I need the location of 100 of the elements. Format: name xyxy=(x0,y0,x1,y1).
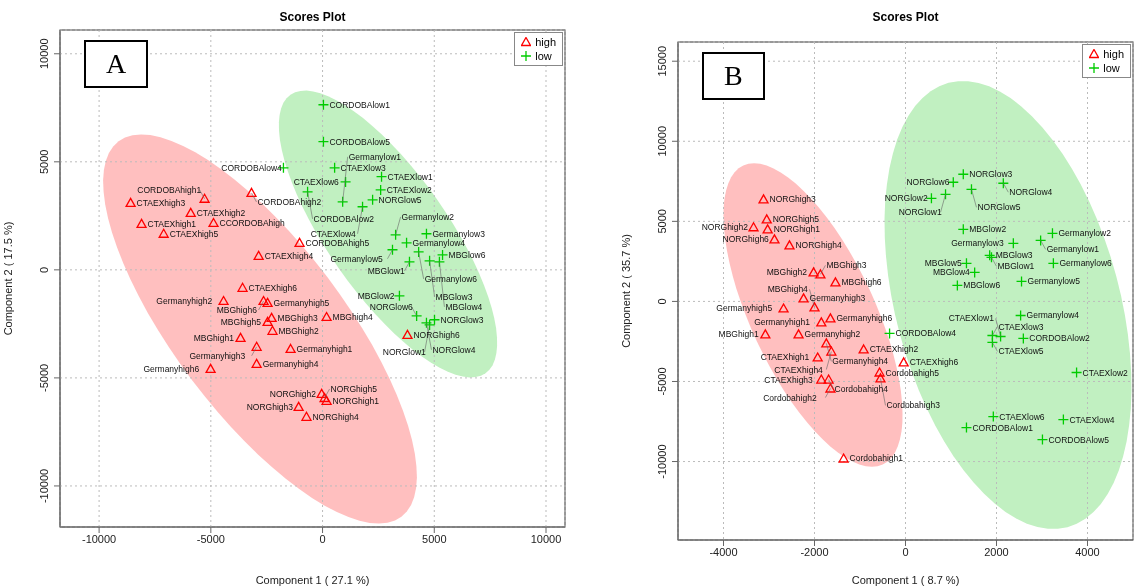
point xyxy=(816,317,827,327)
y-tick-label: -5000 xyxy=(38,363,50,392)
point xyxy=(793,329,804,339)
annotation: CTAEXhigh5 xyxy=(169,228,219,239)
point xyxy=(125,197,136,208)
x-tick-label: 4000 xyxy=(1075,545,1100,558)
annotation: MBGhigh2 xyxy=(766,267,808,278)
x-axis-title: Component 1 ( 8.7 %) xyxy=(851,574,960,586)
annotation: NORGlow1 xyxy=(898,207,942,218)
x-tick-label: -2000 xyxy=(800,545,829,558)
point xyxy=(760,329,771,339)
point xyxy=(410,310,423,322)
annotation: CTAEXhigh1 xyxy=(760,352,810,363)
annotation: MBGhigh1 xyxy=(718,329,759,340)
legend-label: high xyxy=(1103,47,1124,61)
annotation: NORGlow3 xyxy=(440,314,484,325)
point xyxy=(366,194,379,206)
annotation: NORGhigh5 xyxy=(330,384,378,394)
point xyxy=(258,295,269,306)
annotation: NORGhigh3 xyxy=(246,401,294,412)
annotation: CTAEXhigh6 xyxy=(909,357,959,368)
annotation: Germanylow2 xyxy=(1058,228,1112,239)
point xyxy=(816,374,827,384)
x-tick-label: -5000 xyxy=(196,532,225,545)
annotation: NORGlow2 xyxy=(884,193,928,204)
point xyxy=(798,293,809,303)
point xyxy=(997,177,1009,189)
annotation: NORGhigh4 xyxy=(795,240,843,251)
annotation: CTAEXlow6 xyxy=(293,176,340,187)
point xyxy=(403,256,416,268)
y-tick-label: -10000 xyxy=(38,468,50,504)
y-tick-label: 0 xyxy=(656,298,668,305)
annotation: NORGhigh2 xyxy=(701,222,749,233)
point xyxy=(809,302,820,312)
point xyxy=(436,249,449,261)
annotation: MBGlow1 xyxy=(367,265,405,276)
annotation: Germanyhigh1 xyxy=(754,317,811,328)
annotation: CORDOBAlow4 xyxy=(221,162,283,173)
annotation: CCORDOBAhigh xyxy=(219,217,285,228)
annotation: CTAEXhigh4 xyxy=(774,364,824,375)
annotation: CTAEXhigh6 xyxy=(248,282,298,293)
annotation: NORGlow4 xyxy=(432,344,476,355)
annotation: NORGhigh1 xyxy=(332,395,380,406)
point xyxy=(1014,309,1027,322)
annotation: MBGlow5 xyxy=(924,258,962,269)
x-axis-title: Component 1 ( 27.1 %) xyxy=(255,574,370,586)
point xyxy=(251,358,262,368)
point xyxy=(951,279,964,292)
point xyxy=(253,250,264,260)
point xyxy=(960,421,973,434)
annotation: CORDOBAlow4 xyxy=(895,328,957,339)
annotation: NORGlow6 xyxy=(369,301,414,312)
point xyxy=(947,176,959,188)
annotation: NORGhigh6 xyxy=(722,234,770,245)
point xyxy=(1007,237,1019,249)
point xyxy=(389,229,402,241)
annotation: CORDOBAlow2 xyxy=(1029,333,1091,344)
point xyxy=(1036,433,1049,446)
point xyxy=(317,136,330,148)
legend-label: low xyxy=(1103,61,1120,75)
annotation: MBGlow6 xyxy=(448,249,486,260)
annotation: Germanyhigh1 xyxy=(296,343,353,354)
annotation: Germanyhigh2 xyxy=(156,295,213,306)
point xyxy=(375,184,387,196)
point xyxy=(830,277,841,287)
annotation: CTAEXlow4 xyxy=(310,228,357,239)
annotation: MBGlow6 xyxy=(963,280,1001,291)
point xyxy=(267,325,278,335)
annotation: Cordobahigh2 xyxy=(763,392,817,403)
point xyxy=(185,207,196,217)
annotation: CTAEXlow3 xyxy=(340,162,387,173)
annotation: Germanylow2 xyxy=(401,211,455,222)
point xyxy=(293,401,304,412)
point xyxy=(883,327,896,340)
annotation: Germanylow6 xyxy=(1059,258,1113,269)
annotation: MBGlow4 xyxy=(932,267,971,278)
point xyxy=(301,411,312,421)
annotation: NORGhigh1 xyxy=(773,224,821,235)
annotation: Germanylow6 xyxy=(424,273,478,284)
annotation: CTAEXhigh1 xyxy=(147,218,197,229)
y-tick-label: 10000 xyxy=(656,125,668,157)
annotation: Germanylow1 xyxy=(1046,244,1100,255)
point xyxy=(375,171,388,183)
annotation: NORGhigh6 xyxy=(413,329,461,340)
legend-label: high xyxy=(535,35,556,49)
annotation: CORDOBAlow5 xyxy=(329,136,391,147)
annotation: Germanylow1 xyxy=(348,151,402,162)
point xyxy=(821,338,832,348)
point xyxy=(402,329,413,340)
annotation: Cordobahigh5 xyxy=(885,367,940,378)
annotation: CTAEXhigh3 xyxy=(136,197,186,208)
point xyxy=(428,314,441,326)
point xyxy=(1015,275,1028,288)
y-tick-label: 15000 xyxy=(656,45,668,77)
point xyxy=(199,193,210,203)
annotation: NORGlow5 xyxy=(378,194,422,205)
annotation: Germanyhigh5 xyxy=(716,303,773,314)
annotation: MBGlow3 xyxy=(995,250,1033,261)
point xyxy=(825,313,836,323)
x-tick-label: 2000 xyxy=(984,545,1009,558)
